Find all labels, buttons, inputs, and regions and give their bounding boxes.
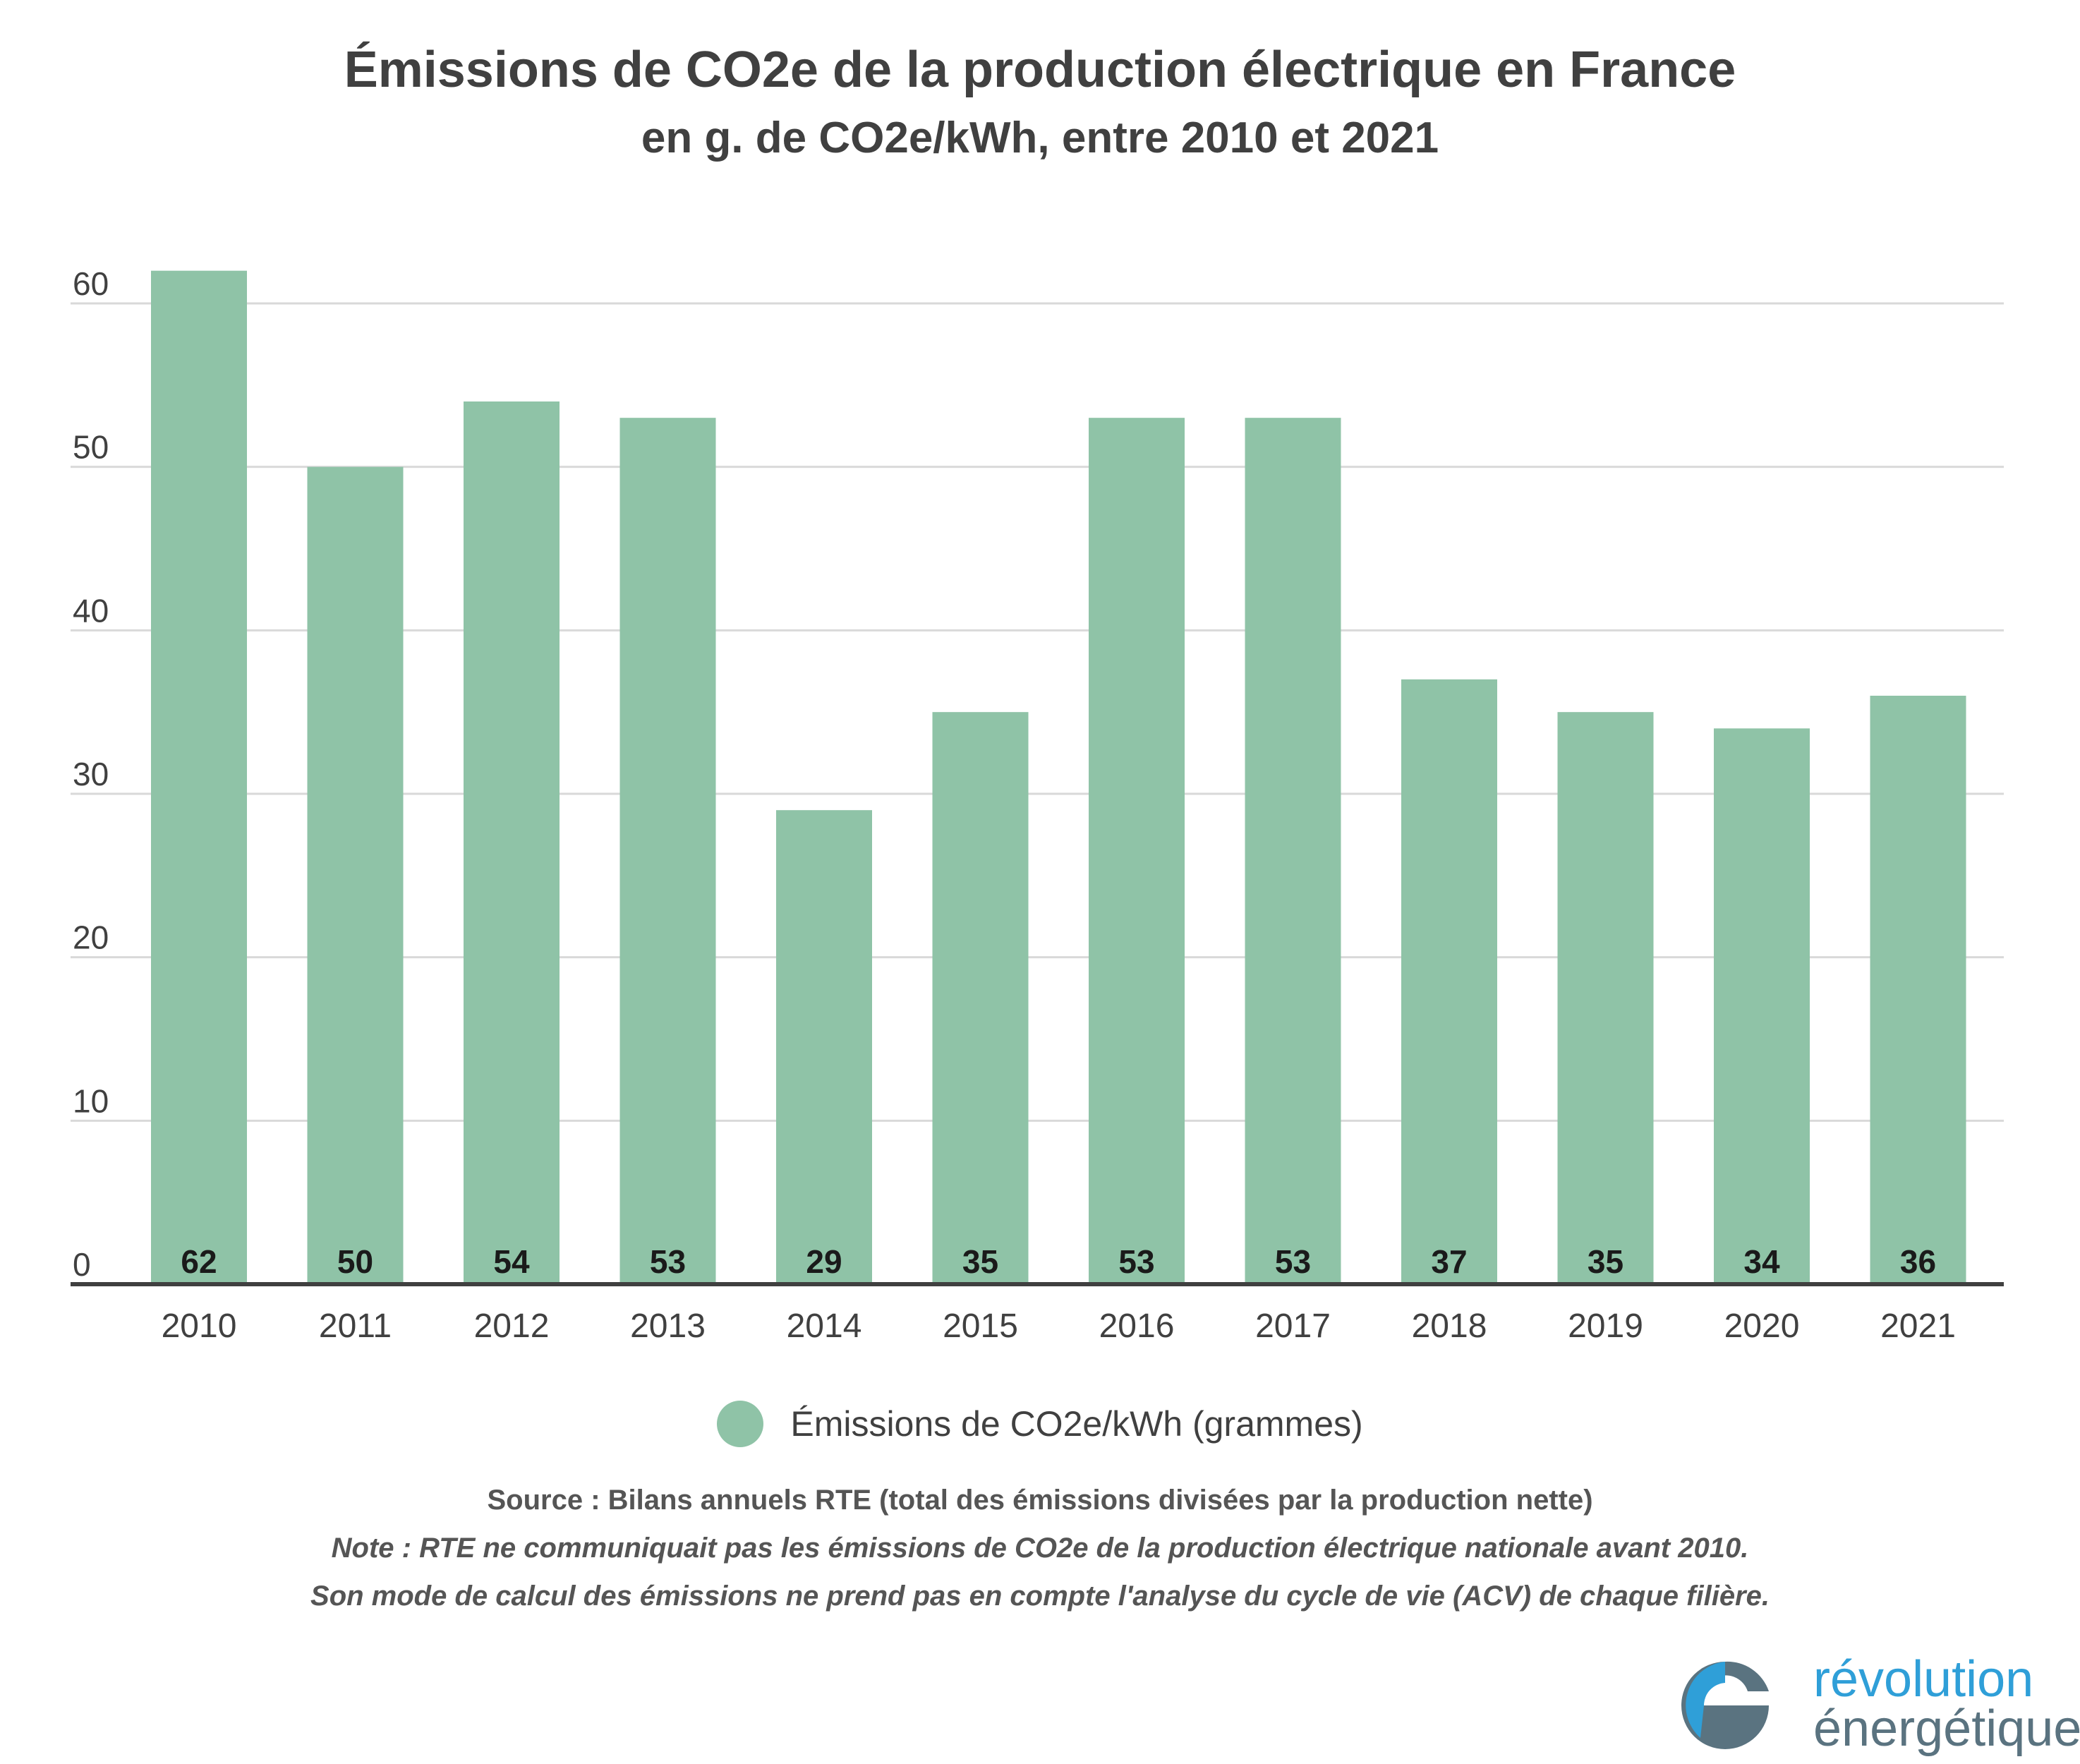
bar-value-label: 29 (806, 1243, 842, 1280)
y-axis-ticks: 0 10 20 30 40 50 60 (73, 265, 109, 1283)
note-text-2: Son mode de calcul des émissions ne pren… (310, 1581, 1770, 1612)
bar (1870, 696, 1966, 1284)
bar (932, 712, 1029, 1284)
brand-logo: révolution énergétique (1672, 1651, 2080, 1757)
y-tick-label: 10 (73, 1082, 109, 1119)
y-tick-label: 20 (73, 919, 109, 956)
bar (1089, 418, 1185, 1284)
bar-value-label: 35 (1588, 1243, 1624, 1280)
bar-value-label: 37 (1431, 1243, 1467, 1280)
bar (1557, 712, 1654, 1284)
bar-value-label: 50 (337, 1243, 373, 1280)
bar (307, 466, 404, 1284)
bar-value-label: 34 (1743, 1243, 1780, 1280)
bars (151, 270, 1966, 1285)
logo-text-line2: énergétique (1813, 1700, 2080, 1757)
bar (1714, 728, 1810, 1284)
bar (151, 270, 247, 1285)
x-tick-label: 2012 (474, 1307, 550, 1345)
legend: Émissions de CO2e/kWh (grammes) (0, 1401, 2080, 1447)
chart-title: Émissions de CO2e de la production élect… (344, 42, 1736, 98)
bar (1245, 418, 1341, 1284)
y-tick-label: 40 (73, 592, 109, 629)
bar-chart: 0 10 20 30 40 50 60 62 50 54 53 29 35 53 53 37 35 34 36 2… (71, 265, 2004, 1345)
x-tick-label: 2013 (630, 1307, 706, 1345)
bar-value-label: 35 (962, 1243, 998, 1280)
bar (464, 401, 560, 1284)
x-tick-label: 2016 (1099, 1307, 1175, 1345)
bar (619, 418, 716, 1284)
y-tick-label: 50 (73, 429, 109, 466)
bar-value-label: 53 (650, 1243, 686, 1280)
note-text-1: Note : RTE ne communiquait pas les émiss… (331, 1533, 1749, 1564)
data-labels: 62 50 54 53 29 35 53 53 37 35 34 36 (181, 1243, 1936, 1280)
bar-value-label: 36 (1900, 1243, 1936, 1280)
x-tick-label: 2010 (162, 1307, 237, 1345)
y-tick-label: 30 (73, 756, 109, 792)
y-tick-label: 0 (73, 1246, 91, 1283)
bar (1401, 679, 1497, 1284)
x-tick-label: 2017 (1255, 1307, 1331, 1345)
x-tick-label: 2011 (319, 1307, 392, 1345)
x-tick-label: 2014 (787, 1307, 862, 1345)
x-tick-label: 2019 (1568, 1307, 1643, 1345)
legend-label: Émissions de CO2e/kWh (grammes) (790, 1404, 1363, 1444)
source-text: Source : Bilans annuels RTE (total des é… (487, 1485, 1593, 1516)
chart-subtitle: en g. de CO2e/kWh, entre 2010 et 2021 (641, 114, 1439, 162)
bar-value-label: 53 (1275, 1243, 1311, 1280)
bar-value-label: 54 (493, 1243, 530, 1280)
x-tick-label: 2021 (1880, 1307, 1956, 1345)
logo-e-icon (1681, 1661, 1769, 1749)
bar-value-label: 53 (1118, 1243, 1154, 1280)
y-tick-label: 60 (73, 265, 109, 302)
bar (776, 810, 872, 1284)
logo-text-line1: révolution (1813, 1651, 2034, 1708)
x-tick-label: 2015 (943, 1307, 1018, 1345)
legend-swatch (717, 1401, 764, 1447)
bar-value-label: 62 (181, 1243, 217, 1280)
x-tick-label: 2020 (1724, 1307, 1800, 1345)
x-axis-ticks: 2010 2011 2012 2013 2014 2015 2016 2017 2018 2019… (162, 1307, 1956, 1345)
x-tick-label: 2018 (1412, 1307, 1487, 1345)
